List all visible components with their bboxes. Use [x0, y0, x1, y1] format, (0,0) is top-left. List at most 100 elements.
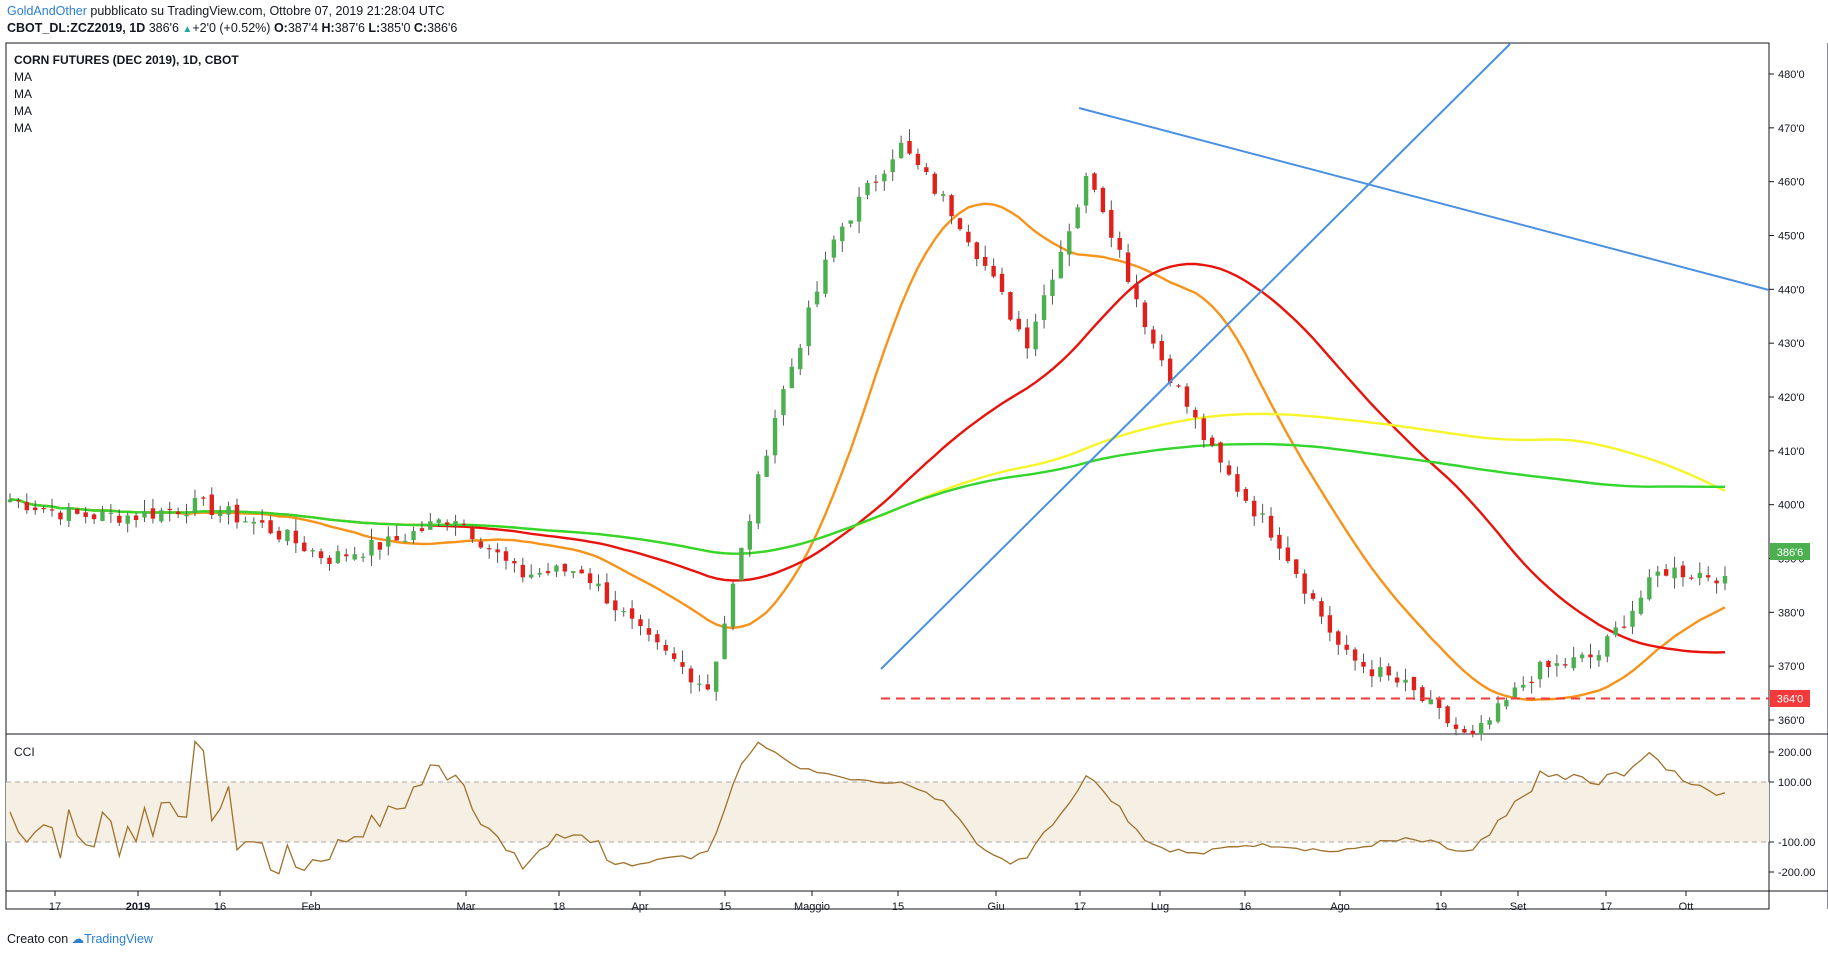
time-tick-label: 18: [553, 901, 565, 913]
candle-body: [369, 539, 374, 556]
candle-body: [1554, 663, 1560, 666]
candle-body: [713, 661, 719, 692]
time-tick-label: 17: [1074, 901, 1086, 913]
created-with-text: Creato con: [7, 932, 69, 946]
candle-body: [722, 623, 727, 660]
candle-body: [234, 504, 240, 523]
cci-band: [6, 782, 1769, 842]
candle-body: [1344, 644, 1349, 650]
candle-body: [1403, 679, 1408, 683]
candle-body: [133, 515, 139, 520]
candle-body: [175, 511, 181, 515]
candle-body: [167, 508, 172, 511]
candle-body: [999, 273, 1005, 292]
symbol-ohlc-line: CBOT_DL:ZCZ2019, 1D 386'6 ▲+2'0 (+0.52%)…: [7, 21, 457, 35]
candle-body: [1563, 664, 1568, 666]
candle-body: [1361, 661, 1366, 667]
candle-body: [49, 509, 55, 511]
candle-body: [117, 515, 122, 523]
candle-body: [1621, 626, 1627, 628]
candle-body: [663, 644, 668, 651]
candle-body: [1588, 654, 1593, 658]
candle-body: [495, 549, 500, 553]
candle-body: [613, 600, 618, 611]
tradingview-logo-icon[interactable]: ☁: [71, 932, 85, 946]
candle-body: [991, 265, 996, 277]
candle-body: [730, 583, 736, 627]
candle-body: [100, 510, 105, 521]
last-price-text: 386'6: [148, 21, 179, 35]
author-link[interactable]: GoldAndOther: [7, 4, 87, 18]
candle-body: [537, 572, 542, 575]
candle-body: [444, 522, 450, 525]
ma-line-1: [9, 202, 1726, 702]
candle-body: [1167, 358, 1173, 383]
candle-body: [159, 510, 164, 522]
candle-body: [268, 520, 273, 534]
candle-body: [1504, 700, 1509, 707]
candle-body: [621, 610, 626, 613]
high-label: H:: [321, 21, 335, 35]
candle-body: [848, 220, 853, 224]
candle-body: [764, 455, 769, 477]
candle-body: [756, 474, 761, 524]
candle-body: [1294, 559, 1299, 574]
candle-body: [1495, 703, 1501, 722]
candle-body: [705, 684, 710, 690]
cci-tick-label: 100.00: [1778, 777, 1812, 789]
ma-label-4[interactable]: MA: [14, 121, 32, 135]
time-tick-label: 17: [49, 901, 61, 913]
time-axis-ticks: 17 2019 16 Feb Mar 18 Apr 15 Maggio 15 Giu 17 Lug 16 A…: [49, 891, 1693, 913]
tradingview-link[interactable]: TradingView: [84, 932, 153, 946]
candle-body: [352, 554, 357, 560]
candle-body: [226, 506, 231, 515]
candle-body: [1025, 327, 1030, 349]
price-tick-label: 460'0: [1778, 177, 1805, 189]
candle-body: [1268, 515, 1274, 538]
time-tick-label: Feb: [302, 901, 321, 913]
time-tick-label: 17: [1600, 901, 1612, 913]
candle-body: [545, 571, 551, 574]
price-tick-label: 430'0: [1778, 338, 1805, 350]
ma-label-3[interactable]: MA: [14, 104, 32, 118]
candle-body: [1638, 597, 1644, 614]
candle-body: [1184, 386, 1190, 407]
candle-body: [1411, 676, 1417, 691]
candle-body: [932, 173, 937, 194]
candle-body: [16, 500, 21, 502]
cci-tick-label: 200.00: [1778, 747, 1812, 759]
candle-body: [260, 520, 265, 523]
candle-body: [1310, 593, 1316, 599]
candle-body: [1394, 677, 1400, 683]
candle-body: [478, 541, 483, 548]
price-tick-label: 450'0: [1778, 231, 1805, 243]
candle-body: [1201, 418, 1206, 441]
candle-body: [1722, 575, 1728, 584]
candle-body: [915, 153, 921, 165]
rising-trendline[interactable]: [880, 43, 1511, 670]
candle-body: [554, 565, 559, 572]
candle-body: [1689, 577, 1694, 579]
candle-body: [251, 521, 256, 524]
close-label: C:: [413, 21, 428, 35]
last-price-badge-text: 386'6: [1777, 547, 1804, 559]
candle-body: [394, 535, 399, 541]
candle-body: [243, 521, 248, 523]
candle-body: [1226, 465, 1232, 475]
candle-body: [335, 551, 341, 563]
candle-body: [318, 551, 324, 559]
ma-label-1[interactable]: MA: [14, 70, 32, 84]
candle-body: [302, 542, 307, 552]
chart-frame: [5, 42, 1770, 910]
candle-body: [377, 542, 383, 550]
price-tick-label: 470'0: [1778, 123, 1805, 135]
candle-body: [1193, 409, 1198, 418]
ma-label-2[interactable]: MA: [14, 87, 32, 101]
candle-body: [1100, 187, 1106, 213]
time-tick-label: Ago: [1330, 901, 1350, 913]
candle-body: [1714, 580, 1719, 584]
candle-body: [579, 569, 584, 574]
falling-trendline[interactable]: [1078, 107, 1770, 291]
candle-body: [1067, 231, 1072, 255]
